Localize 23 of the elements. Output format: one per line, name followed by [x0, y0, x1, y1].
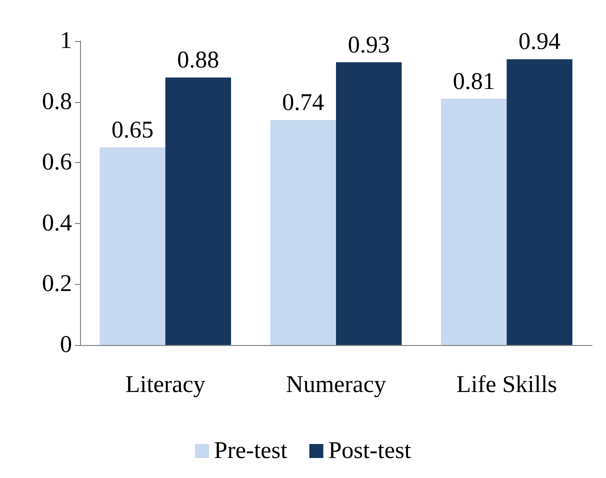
y-tick-label: 0.2 — [42, 271, 72, 298]
y-tick-label: 0.6 — [42, 150, 72, 176]
bar — [100, 147, 166, 345]
bar — [270, 120, 336, 345]
x-tick-label: Life Skills — [456, 372, 558, 398]
data-label: 0.65 — [111, 117, 154, 144]
data-label: 0.74 — [282, 90, 324, 116]
y-tick-label: 0 — [60, 332, 72, 358]
data-label: 0.93 — [348, 32, 390, 58]
x-tick-label: Numeracy — [286, 372, 386, 398]
x-tick-label: Literacy — [125, 372, 206, 398]
y-tick-label: 0.8 — [42, 88, 72, 115]
bar — [506, 59, 572, 345]
bar — [165, 77, 232, 345]
bar — [336, 62, 402, 345]
data-label: 0.94 — [518, 29, 561, 56]
y-tick-label: 0.4 — [42, 210, 72, 236]
data-label: 0.88 — [177, 47, 220, 74]
legend-label: Pre-test — [214, 438, 288, 464]
legend-label: Post-test — [328, 438, 412, 464]
data-label: 0.81 — [452, 68, 495, 95]
bar — [440, 98, 507, 345]
y-tick-label: 1 — [60, 28, 72, 54]
